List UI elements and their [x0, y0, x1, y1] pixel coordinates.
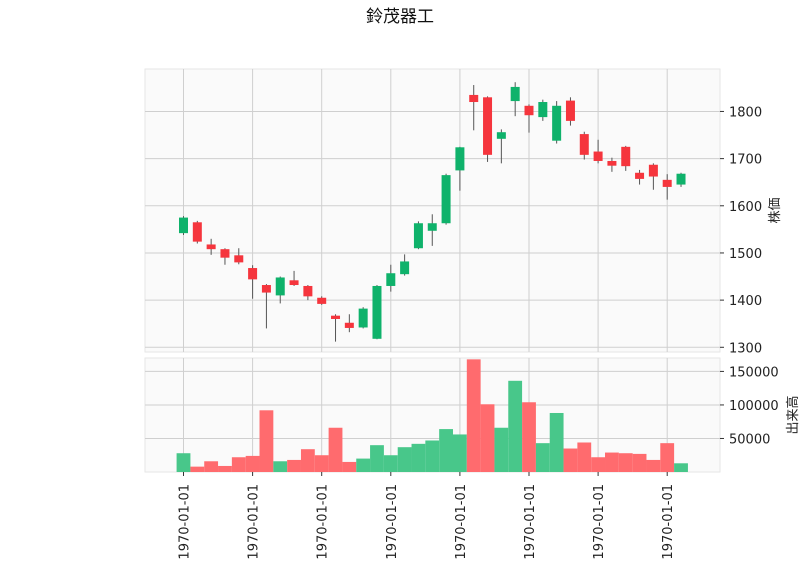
x-tick-label: 1970-01-01: [247, 484, 262, 560]
candle-body-up: [676, 173, 686, 185]
candle-body-up: [496, 132, 506, 139]
volume-bar: [328, 427, 343, 472]
candle-body-up: [427, 223, 437, 231]
volume-bar: [370, 445, 384, 472]
chart-title: 鈴茂器工: [366, 7, 434, 27]
price-axis-label: 株価: [768, 197, 783, 223]
volume-bar: [439, 429, 453, 472]
candle-body-up: [400, 261, 410, 275]
candle-body-down: [261, 285, 271, 293]
candle-body-down: [220, 249, 230, 258]
volume-bar: [660, 443, 675, 472]
candle-body-up: [510, 86, 520, 102]
volume-bar: [522, 402, 536, 472]
candle-body-down: [344, 322, 354, 328]
volume-bar: [591, 457, 606, 472]
candle-body-down: [192, 222, 202, 242]
volume-bar: [411, 443, 426, 472]
candle-body-down: [648, 164, 658, 177]
volume-bar: [218, 465, 232, 472]
volume-bar: [314, 455, 329, 472]
candle-body-down: [483, 97, 493, 155]
volume-bar: [480, 404, 495, 472]
candle-body-down: [607, 160, 617, 166]
volume-axis-label: 出来高: [785, 395, 800, 434]
candle-body-down: [248, 268, 258, 280]
volume-bar: [632, 453, 647, 472]
volume-bar: [383, 455, 398, 472]
candle-body-up: [455, 147, 465, 171]
candle-body-up: [358, 308, 368, 328]
candle-body-down: [621, 146, 631, 167]
volume-bar: [563, 448, 578, 472]
volume-bar: [494, 427, 509, 472]
candle-body-up: [386, 273, 396, 286]
candle-body-down: [206, 244, 216, 250]
volume-bar: [452, 434, 467, 472]
candle-body-down: [635, 172, 645, 179]
volume-bar: [674, 463, 688, 472]
volume-bar: [508, 380, 523, 472]
x-tick-label: 1970-01-01: [592, 484, 607, 560]
x-tick-label: 1970-01-01: [523, 484, 538, 560]
volume-bar: [273, 461, 288, 472]
candle-body-down: [565, 100, 575, 121]
volume-bar: [231, 457, 246, 472]
candle-body-down: [317, 297, 327, 304]
volume-tick-label: 150000: [729, 365, 779, 380]
candle-body-up: [441, 175, 451, 224]
price-tick-label: 1400: [729, 294, 762, 309]
price-tick-label: 1700: [729, 153, 762, 168]
x-tick-label: 1970-01-01: [316, 484, 331, 560]
candle-body-up: [179, 217, 188, 234]
volume-bar: [287, 459, 301, 472]
candle-body-down: [303, 285, 313, 297]
volume-bar: [646, 459, 661, 472]
volume-bar: [577, 442, 592, 472]
candle-body-down: [469, 94, 479, 103]
x-tick-label: 1970-01-01: [454, 484, 469, 560]
volume-tick-label: 50000: [729, 432, 770, 447]
volume-bar: [466, 359, 481, 472]
candle-body-up: [552, 105, 562, 141]
volume-bar: [618, 453, 633, 472]
candle-body-down: [289, 280, 299, 286]
price-tick-label: 1300: [729, 341, 762, 356]
candle-body-down: [662, 179, 672, 187]
volume-bar: [259, 410, 274, 472]
price-tick-label: 1500: [729, 247, 762, 262]
x-tick-label: 1970-01-01: [385, 484, 400, 560]
candle-body-down: [524, 105, 534, 116]
volume-bar: [356, 458, 371, 472]
candle-body-down: [331, 315, 341, 319]
price-tick-label: 1600: [729, 200, 762, 215]
volume-bar: [342, 461, 357, 472]
candle-body-down: [593, 151, 603, 161]
price-panel: [144, 68, 721, 353]
volume-bar: [605, 452, 619, 472]
volume-bar: [300, 449, 315, 472]
x-tick-label: 1970-01-01: [178, 484, 193, 560]
volume-bar: [549, 412, 564, 472]
volume-bar: [397, 447, 412, 472]
volume-bar: [535, 443, 550, 472]
volume-bar: [204, 461, 219, 472]
volume-bar: [245, 455, 260, 472]
price-tick-label: 1800: [729, 105, 762, 120]
candle-body-up: [413, 223, 423, 249]
volume-bar: [190, 466, 205, 472]
candle-body-down: [234, 255, 244, 263]
volume-bar: [176, 453, 191, 472]
volume-bar: [425, 440, 440, 472]
volume-tick-label: 100000: [729, 399, 779, 414]
candle-body-up: [275, 277, 285, 296]
x-tick-label: 1970-01-01: [661, 484, 676, 560]
candle-body-down: [579, 134, 589, 155]
candle-body-up: [538, 102, 548, 118]
candle-body-up: [372, 285, 382, 339]
